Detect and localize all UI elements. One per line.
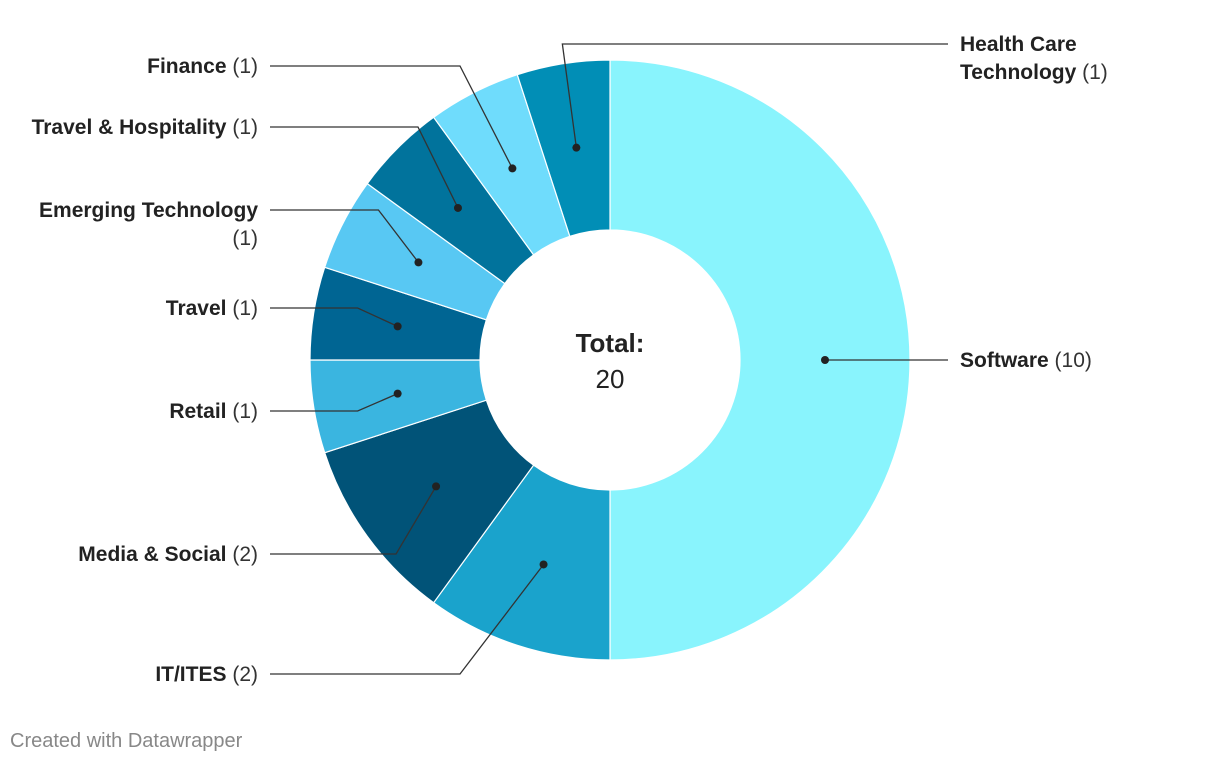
slice-software [609, 59, 911, 661]
leader-line-retail [270, 393, 398, 412]
label-finance: Finance (1) [147, 55, 258, 78]
leader-line-travel-and-hospitality [270, 126, 459, 209]
leader-dot-retail [393, 389, 402, 398]
leader-lines-group [270, 43, 948, 675]
leader-dot-it-ites [539, 560, 548, 569]
leader-dot-software [821, 356, 829, 364]
labels-group: Software (10) IT/ITES (2) Media & Social (… [32, 33, 1108, 686]
label-it-ites: IT/ITES (2) [155, 663, 258, 686]
credit-text: Created with Datawrapper [10, 730, 243, 752]
label-retail: Retail (1) [169, 400, 258, 423]
leader-line-health-care-technology [561, 43, 948, 148]
leader-line-emerging-technology [270, 209, 419, 263]
leader-line-travel [270, 307, 398, 327]
label-emerging-technology: Emerging Technology (1) [39, 199, 258, 250]
center-total-label: Total: [576, 328, 645, 358]
label-travel: Travel (1) [166, 297, 258, 320]
slice-health-care-technology [516, 59, 611, 238]
label-health-care-technology: Health Care Technology (1) [960, 33, 1108, 84]
leader-line-media-and-social [270, 486, 437, 555]
leader-dot-media-and-social [432, 482, 441, 491]
slices-group [309, 59, 911, 661]
label-media-and-social: Media & Social (2) [78, 543, 258, 566]
leader-dot-emerging-technology [414, 258, 423, 267]
leader-dot-finance [508, 164, 517, 173]
leader-line-it-ites [270, 564, 545, 675]
slice-it-ites [432, 464, 611, 661]
leader-dot-travel [393, 322, 402, 331]
slice-media-and-social [323, 399, 535, 604]
label-software: Software (10) [960, 349, 1092, 372]
leader-dot-travel-and-hospitality [453, 203, 462, 212]
label-travel-and-hospitality: Travel & Hospitality (1) [32, 116, 258, 139]
leader-line-finance [270, 65, 513, 169]
leader-dot-health-care-technology [572, 143, 581, 152]
center-total-value: 20 [596, 364, 625, 394]
